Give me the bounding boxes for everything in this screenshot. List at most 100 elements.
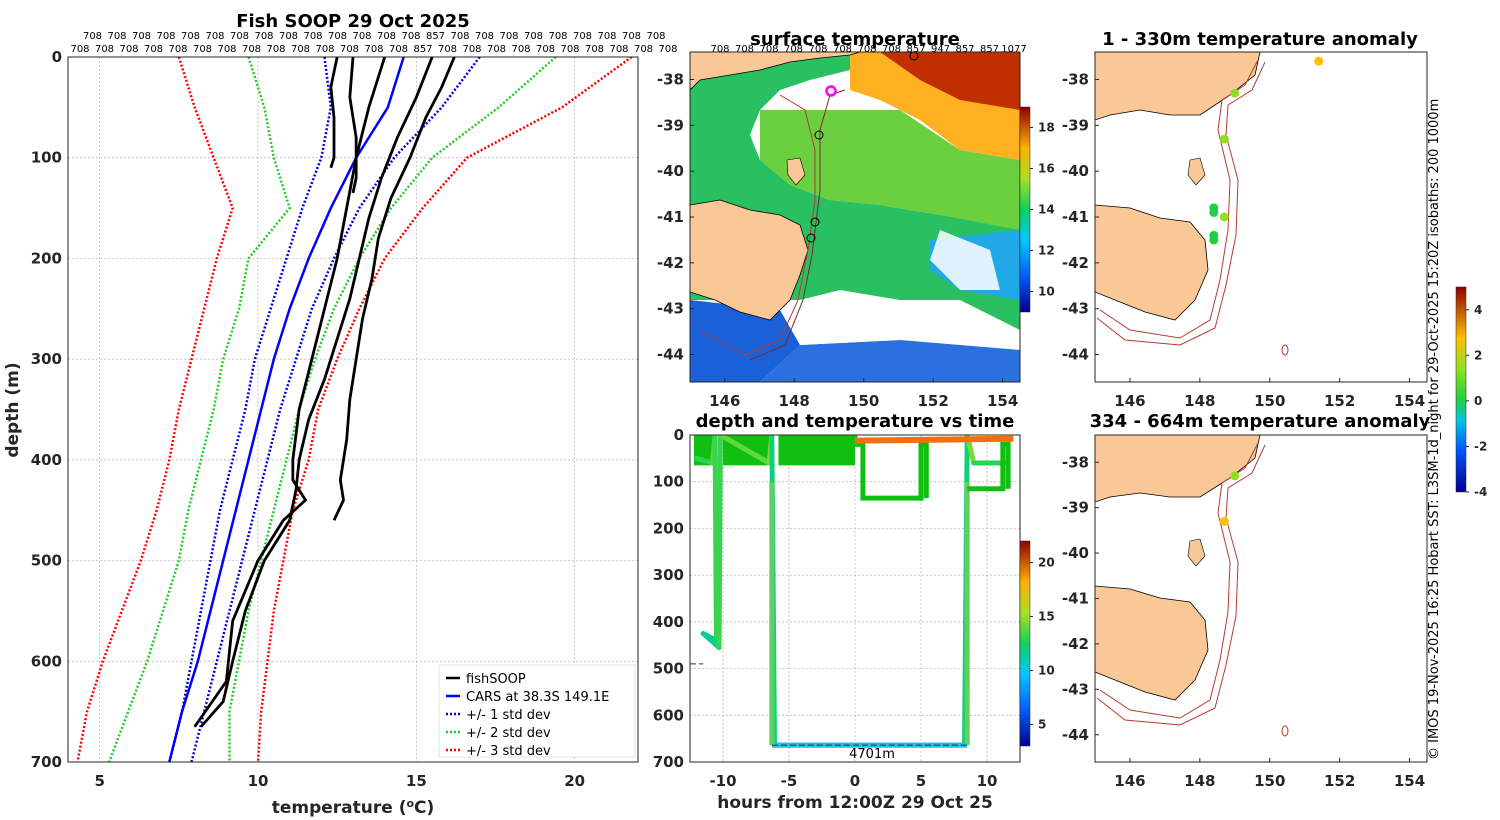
anomaly-bottom-tasmania [1095, 585, 1209, 701]
y-tick-label: -43 [1062, 300, 1089, 318]
count-label: 708 [524, 31, 543, 42]
count-label: 708 [882, 44, 901, 55]
legend-label: +/- 3 std dev [466, 744, 551, 759]
x-tick-label: 154 [1394, 392, 1425, 410]
count-label: 708 [144, 44, 163, 55]
anomaly-map-bottom: 334 - 664m temperature anomaly 146 148 150… [1062, 411, 1431, 790]
y-tick-label: 400 [31, 451, 62, 469]
count-label: 708 [450, 31, 469, 42]
profile-chart: Fish SOOP 29 Oct 2025 708 708 708 708 708 708… [3, 11, 1027, 818]
x-tick-label: 148 [1184, 772, 1215, 790]
anomaly-top-mainland [1095, 52, 1261, 121]
count-label: 708 [833, 44, 852, 55]
y-tick-label: -40 [1062, 544, 1089, 562]
x-tick-label: -5 [781, 772, 798, 790]
legend-box [438, 664, 636, 758]
y-tick-label: -39 [1062, 116, 1089, 134]
sst-yellowgreen-region [760, 110, 1020, 230]
trace-segment [694, 455, 715, 466]
legend-label: +/- 2 std dev [466, 726, 551, 741]
y-tick-label: -42 [657, 254, 684, 272]
anomaly-bottom-island [1187, 538, 1206, 567]
y-tick-label: -38 [1062, 71, 1089, 89]
sst-cold-region-2 [760, 340, 1020, 382]
y-tick-label: 100 [653, 473, 684, 491]
count-label: 708 [328, 31, 347, 42]
colorbar-tick-label: -4 [1474, 485, 1487, 499]
anomaly-top-tasmania [1095, 204, 1209, 321]
x-tick-label: 5 [916, 772, 926, 790]
x-tick-label: 150 [1254, 392, 1285, 410]
count-label: 708 [279, 31, 298, 42]
anomaly-top-points [1209, 56, 1324, 245]
count-label: 708 [511, 44, 530, 55]
count-label: 708 [609, 44, 628, 55]
count-label: 708 [217, 44, 236, 55]
anomaly-point [1314, 56, 1324, 66]
x-tick-label: 152 [1324, 772, 1355, 790]
anomaly-point [1230, 88, 1240, 98]
count-label: 857 [413, 44, 432, 55]
x-tick-label: 150 [848, 392, 879, 410]
count-label: 708 [95, 44, 114, 55]
count-label: 708 [808, 44, 827, 55]
anomaly-bottom-points [1219, 471, 1240, 526]
anomaly-top-isobath-1000 [1096, 61, 1266, 346]
sst-hot-region [880, 52, 1020, 110]
anomaly-bottom-title: 334 - 664m temperature anomaly [1090, 411, 1431, 432]
count-label: 708 [364, 44, 383, 55]
anomaly-colorbar-ticks: 4 2 0 -2 -4 [1466, 303, 1487, 499]
anomaly-top-seamount [1281, 344, 1289, 356]
sst-island [786, 157, 806, 186]
xlabel-unit: C) [414, 798, 434, 818]
anomaly-bottom-seamount [1281, 725, 1289, 737]
count-label: 708 [389, 44, 408, 55]
y-tick-label: -44 [657, 346, 684, 364]
count-label: 708 [475, 31, 494, 42]
std-dev-line [256, 57, 633, 762]
sst-cloud-region-2 [930, 230, 1000, 290]
y-tick-label: 0 [52, 48, 62, 66]
sst-field [690, 52, 1020, 382]
y-tick-label: -41 [1062, 208, 1089, 226]
sst-station-marker [806, 233, 816, 243]
fishsoop-line [332, 57, 456, 521]
anomaly-point [1209, 235, 1219, 245]
colorbar-tick-label: 16 [1038, 162, 1055, 176]
sst-colorbar-ticks: 10 12 14 16 18 [1030, 121, 1055, 299]
x-tick-label: 146 [1114, 392, 1145, 410]
count-label: 708 [291, 44, 310, 55]
anomaly-top-ticks: 146 148 150 152 154 -38 -39 -40 -41 -42 -43 -44 [1062, 71, 1425, 411]
y-tick-label: 200 [653, 519, 684, 537]
anomaly-point [1230, 471, 1240, 481]
legend-label: CARS at 38.3S 149.1E [466, 690, 609, 705]
count-label: 857 [426, 31, 445, 42]
x-tick-label: 0 [850, 772, 860, 790]
y-tick-label: -44 [1062, 346, 1089, 364]
y-tick-label: 600 [31, 652, 62, 670]
x-tick-label: 152 [918, 392, 949, 410]
anomaly-colorbar-bar [1455, 286, 1467, 493]
anomaly-point [1219, 516, 1229, 526]
anomaly-colorbar: 4 2 0 -2 -4 [1455, 286, 1487, 499]
count-label: 708 [401, 31, 420, 42]
sst-colorbar [1019, 106, 1031, 313]
count-label: 708 [254, 31, 273, 42]
x-tick-label: 10 [977, 772, 998, 790]
colorbar-tick-label: 0 [1474, 394, 1482, 408]
timeseries-colorbar-ticks: 5 10 15 20 [1030, 556, 1055, 731]
y-tick-label: -39 [657, 116, 684, 134]
y-tick-label: 700 [31, 753, 62, 771]
fishsoop-line [348, 57, 358, 194]
count-label: 708 [438, 44, 457, 55]
sst-cold-region [690, 300, 800, 382]
count-label: 708 [462, 44, 481, 55]
count-label: 708 [156, 31, 175, 42]
count-label: 708 [132, 31, 151, 42]
count-label: 708 [573, 31, 592, 42]
count-label: 708 [181, 31, 200, 42]
fishsoop-line [193, 57, 387, 728]
anomaly-top-field [1095, 52, 1427, 382]
colorbar-tick-label: 18 [1038, 121, 1055, 135]
